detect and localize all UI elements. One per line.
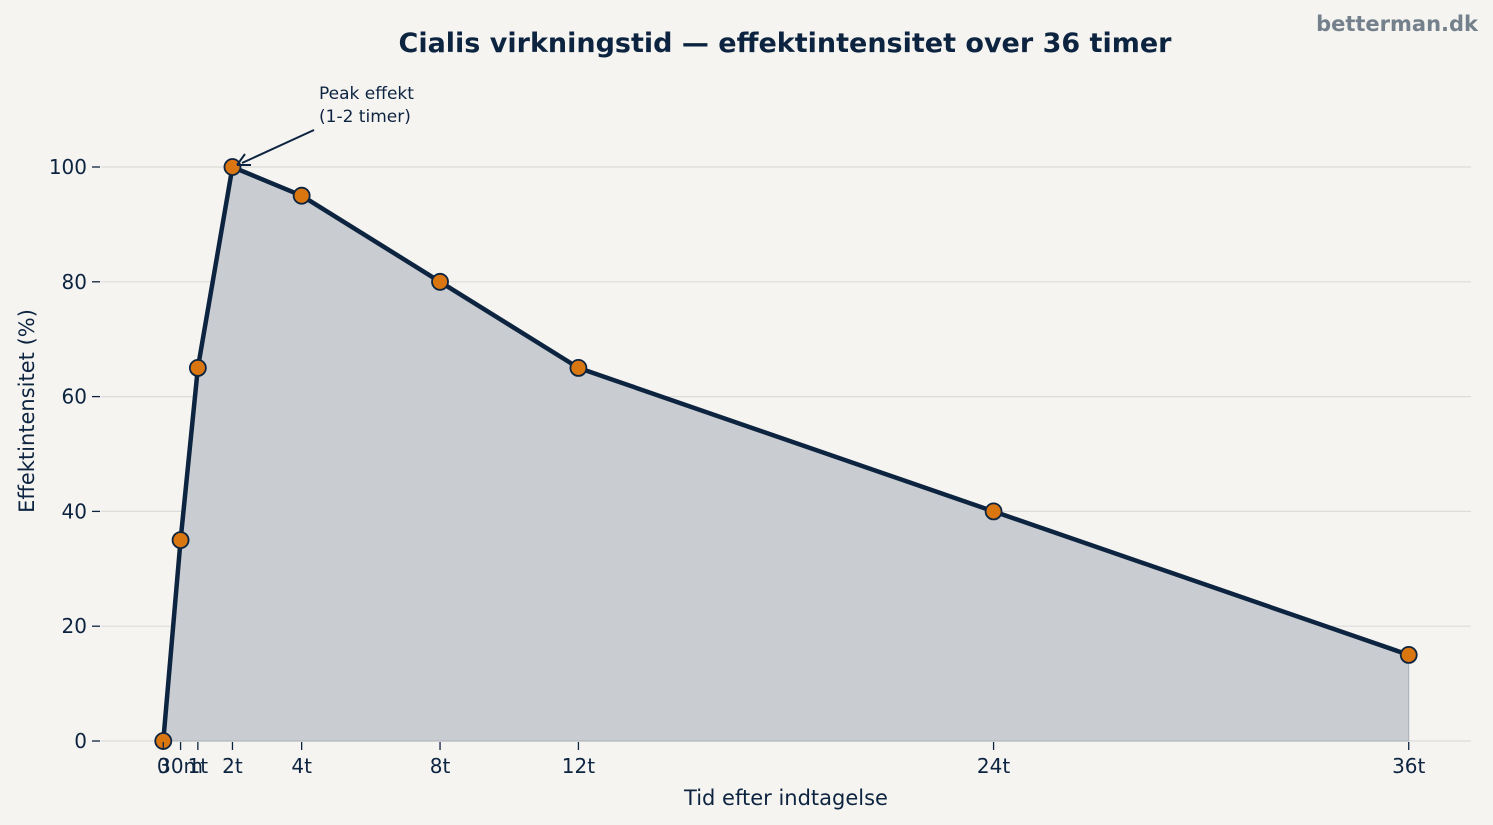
annotation-arrowhead [236, 153, 251, 166]
data-point [431, 272, 449, 291]
x-tick-label: 4t [291, 754, 312, 778]
y-tick-label: 60 [62, 385, 87, 409]
y-tick-label: 80 [62, 270, 87, 294]
x-axis-label: Tid efter indtagelse [683, 786, 888, 810]
annotation-line-2: (1-2 timer) [319, 107, 411, 127]
x-tick-label: 8t [430, 754, 451, 778]
data-point [223, 158, 242, 176]
annotation-line-1: Peak effekt [319, 84, 414, 104]
x-tick-label: 2t [222, 754, 243, 778]
data-point [292, 186, 311, 205]
data-point [171, 531, 190, 549]
x-tick-label: 1t [188, 754, 209, 778]
data-point [984, 502, 1003, 521]
data-markers [154, 158, 1418, 750]
chart-title: Cialis virkningstid — effektintensitet o… [399, 28, 1173, 59]
y-tick-label: 100 [49, 155, 87, 179]
x-tick-label: 12t [562, 754, 595, 778]
y-axis: 0 20 40 60 80 100 [49, 155, 100, 753]
data-point [188, 358, 207, 377]
watermark: betterman.dk [1316, 12, 1478, 36]
effect-area [162, 166, 1410, 742]
x-tick-label: 36t [1392, 754, 1425, 778]
x-tick-label: 24t [977, 754, 1010, 778]
annotation-arrow [241, 129, 315, 164]
data-point [569, 358, 588, 377]
x-tick-label: 30m [158, 754, 203, 778]
peak-annotation: Peak effekt (1-2 timer) [236, 84, 414, 166]
x-tick-label: 0 [157, 754, 170, 778]
y-tick-label: 0 [74, 729, 87, 753]
y-axis-label: Effektintensitet (%) [15, 309, 39, 513]
data-point [1399, 646, 1418, 664]
y-tick-label: 20 [62, 614, 87, 638]
y-tick-label: 40 [62, 499, 87, 523]
